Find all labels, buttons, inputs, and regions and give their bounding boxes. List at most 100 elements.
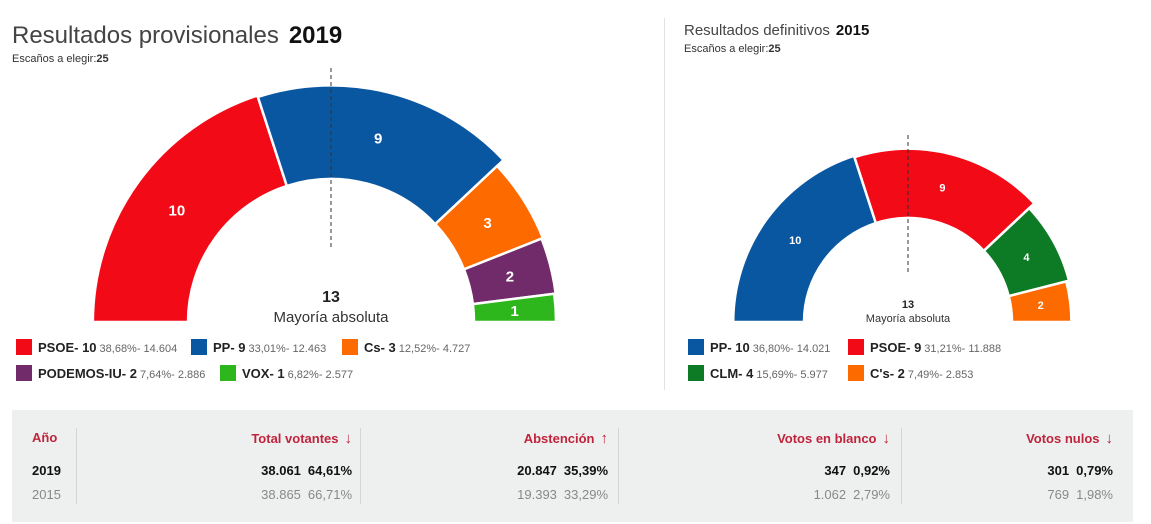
legend-percent-votes: 15,69%- 5.977 xyxy=(756,369,828,381)
seat-count-label-pp: 10 xyxy=(789,235,801,247)
legend-party-seats: VOX- 1 xyxy=(242,366,285,381)
blank-votes-2015: 1.062 2,79% xyxy=(814,487,890,502)
legend-item-c-s: C's- 2 7,49%- 2.853 xyxy=(848,365,973,381)
seat-count-label-cs: 3 xyxy=(483,215,491,232)
legend-percent-votes: 38,68%- 14.604 xyxy=(99,343,178,355)
seat-count-label-pp: 9 xyxy=(374,131,382,148)
legend-party-seats: Cs- 3 xyxy=(364,340,396,355)
column-divider xyxy=(901,428,902,504)
panel-title-label: Resultados definitivos xyxy=(684,22,830,39)
value: 38.061 xyxy=(261,463,301,478)
arrow-up-icon: ↑ xyxy=(600,430,609,447)
seat-segment-pp[interactable] xyxy=(256,84,506,226)
legend-swatch xyxy=(848,365,864,381)
legend-percent-votes: 12,52%- 4.727 xyxy=(398,343,471,355)
seat-segment-pp[interactable] xyxy=(731,154,878,324)
blank-votes-2019: 347 0,92% xyxy=(824,463,890,478)
legend-percent-votes: 33,01%- 12.463 xyxy=(248,343,327,355)
seat-count-label-psoe: 10 xyxy=(168,202,185,219)
panel-title-label: Resultados provisionales xyxy=(12,22,279,49)
legend-item-clm: CLM- 4 15,69%- 5.977 xyxy=(688,365,828,381)
percent: 0,79% xyxy=(1076,463,1113,478)
seat-segment-c-s[interactable] xyxy=(1007,279,1073,324)
null-votes-header[interactable]: Votos nulos ↓ xyxy=(1026,430,1113,447)
seats-label: Escaños a elegir: xyxy=(12,53,97,65)
header-label: Abstención xyxy=(523,431,595,446)
panel-title-2015: Resultados definitivos 2015 xyxy=(684,22,869,40)
legend-party-seats: CLM- 4 xyxy=(710,366,754,381)
results-2015-panel: Resultados definitivos 2015 Escaños a ele… xyxy=(668,0,1151,400)
null-votes-2019: 301 0,79% xyxy=(1047,463,1113,478)
percent: 0,92% xyxy=(853,463,890,478)
arrow-down-icon: ↓ xyxy=(1105,430,1114,447)
value: 1.062 xyxy=(813,487,847,502)
null-votes-2015: 769 1,98% xyxy=(1047,487,1113,502)
legend-party-seats: PP- 9 xyxy=(213,340,246,355)
seat-count-label-psoe: 9 xyxy=(939,183,945,195)
total-voters-2015: 38.865 66,71% xyxy=(261,487,352,502)
value: 347 xyxy=(824,463,847,478)
majority-label: Mayoría absoluta xyxy=(273,309,389,326)
year-column: Año 2019 2015 xyxy=(12,410,74,522)
value: 19.393 xyxy=(517,487,557,502)
panel-title-2019: Resultados provisionales 2019 xyxy=(12,22,342,50)
percent: 64,61% xyxy=(307,463,352,478)
blank-votes-header[interactable]: Votos en blanco ↓ xyxy=(777,430,890,447)
legend-swatch xyxy=(688,339,704,355)
total-voters-column: Total votantes ↓ 38.061 64,61% 38.865 66,71… xyxy=(76,410,352,522)
legend-item-vox: VOX- 1 6,82%- 2.577 xyxy=(220,365,353,381)
legend-swatch xyxy=(16,339,32,355)
legend-party-seats: PP- 10 xyxy=(710,340,750,355)
percent: 1,98% xyxy=(1076,487,1113,502)
legend-swatch xyxy=(191,339,207,355)
legend-swatch xyxy=(688,365,704,381)
column-divider xyxy=(618,428,619,504)
legend-percent-votes: 7,64%- 2.886 xyxy=(139,369,206,381)
legend-party-seats: PSOE- 9 xyxy=(870,340,922,355)
seats-to-elect-2015: Escaños a elegir:25 xyxy=(684,43,781,55)
legend-item-cs: Cs- 3 12,52%- 4.727 xyxy=(342,339,470,355)
legend-swatch xyxy=(342,339,358,355)
abstention-column: Abstención ↑ 20.847 35,39% 19.393 33,29% xyxy=(360,410,608,522)
panel-divider xyxy=(664,18,665,390)
legend-party-seats: C's- 2 xyxy=(870,366,905,381)
year-header: Año xyxy=(32,430,58,445)
legend-item-podemos-iu: PODEMOS-IU- 2 7,64%- 2.886 xyxy=(16,365,205,381)
arrow-down-icon: ↓ xyxy=(344,430,353,447)
majority-number: 13 xyxy=(902,299,914,311)
parliament-chart-2019: 10 9 3 2 1 13 Mayoría absoluta xyxy=(91,68,558,326)
seats-to-elect-2019: Escaños a elegir:25 xyxy=(12,53,109,65)
abstention-header[interactable]: Abstención ↑ xyxy=(524,430,608,447)
majority-number: 13 xyxy=(322,289,340,306)
legend-percent-votes: 31,21%- 11.888 xyxy=(924,343,1002,355)
arrow-down-icon: ↓ xyxy=(882,430,891,447)
value: 301 xyxy=(1047,463,1070,478)
header-label: Votos nulos xyxy=(1026,431,1100,446)
legend-item-pp: PP- 9 33,01%- 12.463 xyxy=(191,339,326,355)
majority-label: Mayoría absoluta xyxy=(866,313,951,325)
legend-swatch xyxy=(220,365,236,381)
total-voters-header[interactable]: Total votantes ↓ xyxy=(251,430,352,447)
panel-title-year: 2019 xyxy=(288,22,343,49)
seat-segment-psoe[interactable] xyxy=(91,93,289,324)
seat-segment-psoe[interactable] xyxy=(852,147,1037,253)
total-voters-2019: 38.061 64,61% xyxy=(261,463,352,478)
row-year-2019: 2019 xyxy=(32,463,61,478)
value: 20.847 xyxy=(517,463,557,478)
seat-segment-vox[interactable] xyxy=(471,292,558,324)
legend-item-psoe: PSOE- 9 31,21%- 11.888 xyxy=(848,339,1001,355)
value: 38.865 xyxy=(261,487,301,502)
legend-percent-votes: 36,80%- 14.021 xyxy=(752,343,831,355)
legend-item-psoe: PSOE- 10 38,68%- 14.604 xyxy=(16,339,177,355)
header-label: Votos en blanco xyxy=(777,431,877,446)
value: 769 xyxy=(1047,487,1070,502)
column-divider xyxy=(360,428,361,504)
seat-count-label-c-s: 2 xyxy=(1038,300,1044,312)
header-label: Total votantes xyxy=(251,431,339,446)
legend-swatch xyxy=(848,339,864,355)
percent: 66,71% xyxy=(307,487,352,502)
seat-count-label-vox: 1 xyxy=(510,303,518,320)
seats-total: 25 xyxy=(96,53,109,65)
legend-swatch xyxy=(16,365,32,381)
results-2019-panel: Resultados provisionales 2019 Escaños a e… xyxy=(0,0,660,400)
